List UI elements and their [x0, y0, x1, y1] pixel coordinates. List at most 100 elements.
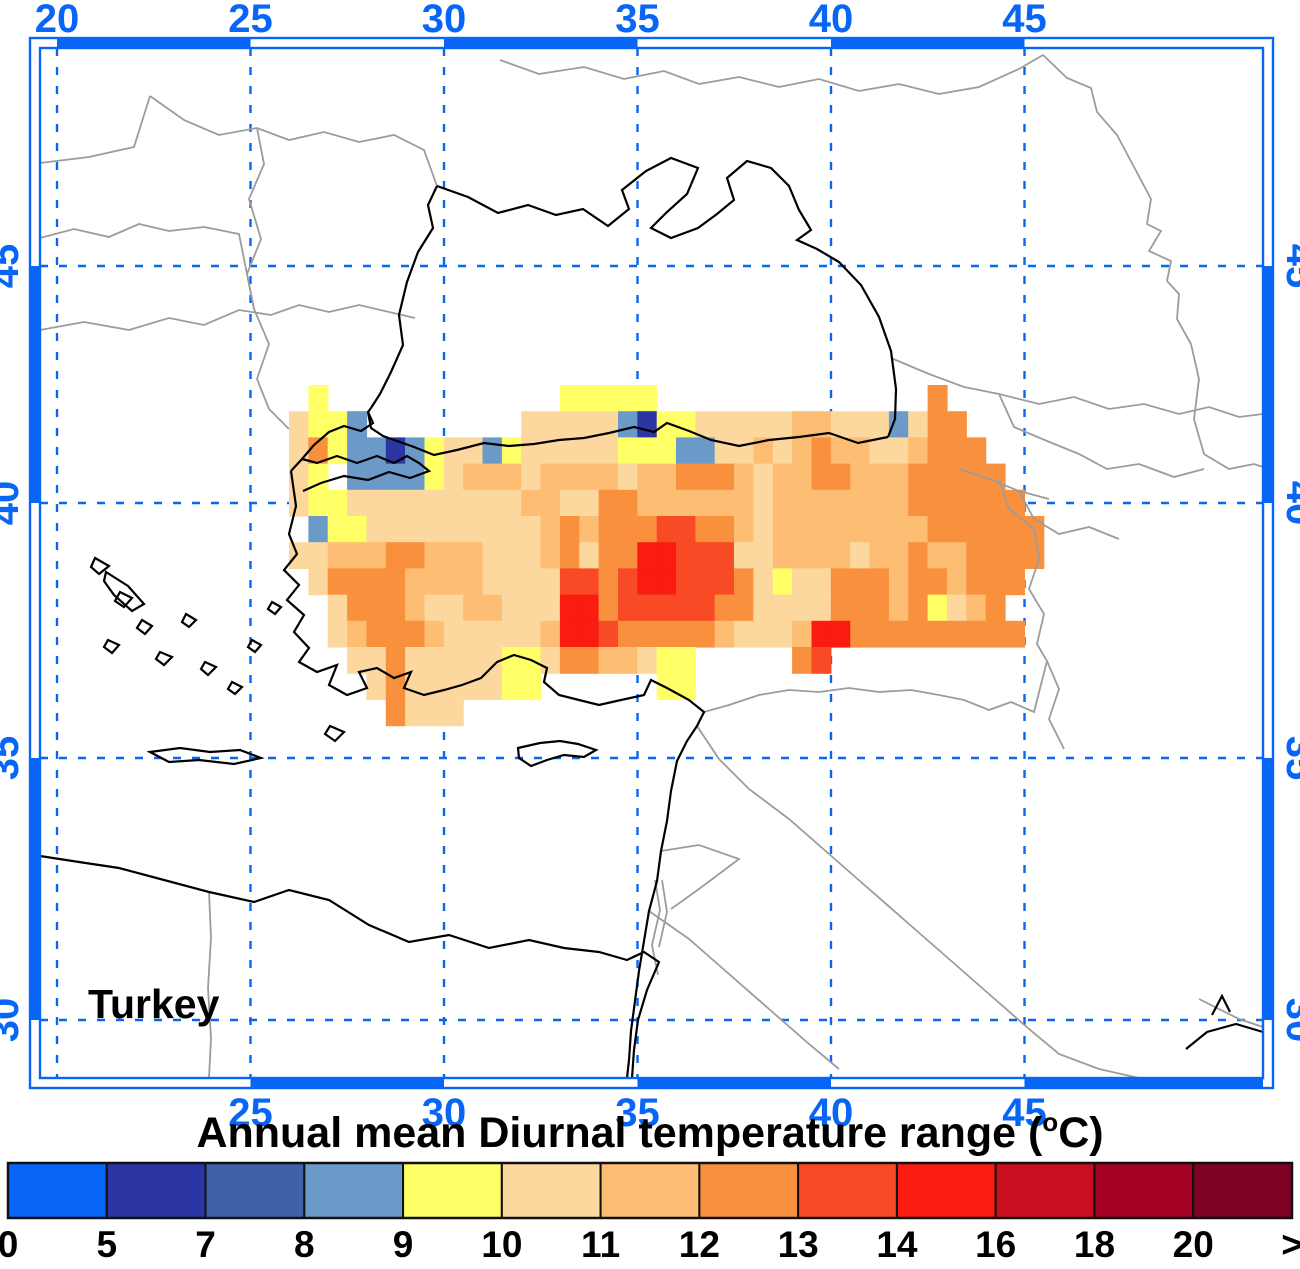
- heat-cell: [463, 489, 484, 517]
- heat-cell: [888, 620, 909, 648]
- heat-cell: [772, 594, 793, 622]
- heat-cell: [405, 647, 426, 674]
- heat-cell: [579, 463, 600, 491]
- border-balkans-2: [149, 95, 438, 187]
- region-label: Turkey: [88, 981, 220, 1027]
- heat-cell: [366, 594, 387, 622]
- chart-title-degree-symbol: o: [1042, 1107, 1058, 1137]
- tick-label-top: 45: [1002, 0, 1047, 41]
- heat-cell: [618, 594, 638, 622]
- colorbar-boundary-label: 10: [481, 1224, 522, 1265]
- heat-cell: [463, 568, 484, 596]
- colorbar-boundary-label: 12: [679, 1224, 720, 1265]
- heat-cell: [308, 489, 329, 517]
- frame-tick-bar-bottom: [637, 1078, 831, 1088]
- heat-cell: [618, 620, 638, 648]
- heat-cell: [714, 411, 735, 438]
- heat-cell: [985, 620, 1006, 648]
- colorbar-cell: [599, 1162, 701, 1219]
- heat-cell: [869, 620, 890, 648]
- heat-cell: [424, 542, 445, 569]
- heat-cell: [405, 568, 426, 596]
- heat-cell: [908, 463, 929, 491]
- tick-label-bottom: 25: [228, 1091, 273, 1135]
- heat-cell: [1005, 568, 1025, 596]
- border-armenia: [958, 468, 1120, 540]
- colorbar-boundary-label: 0: [0, 1224, 18, 1265]
- heat-cell: [463, 647, 484, 674]
- colorbar-cell: [994, 1162, 1096, 1219]
- heat-cell: [753, 411, 774, 438]
- heat-cell: [850, 594, 871, 622]
- heat-cell: [347, 594, 368, 622]
- heat-cell: [598, 542, 619, 569]
- heat-cell: [734, 437, 754, 465]
- frame-tick-bar-right: [1263, 758, 1273, 1020]
- border-levant-1: [696, 725, 1140, 1079]
- heat-cell: [908, 620, 929, 648]
- heat-cell: [308, 516, 329, 543]
- colorbar-cell: [402, 1162, 503, 1219]
- heat-cell: [714, 489, 735, 517]
- coast-gulf-corner: [1185, 993, 1264, 1050]
- heat-cell: [850, 411, 871, 438]
- heat-cell: [946, 437, 967, 465]
- heat-cell: [792, 620, 813, 648]
- heat-cell: [327, 594, 348, 622]
- heat-cell: [385, 699, 406, 727]
- heat-cell: [598, 620, 619, 648]
- heat-cell: [618, 647, 638, 674]
- heat-cell: [637, 620, 658, 648]
- heat-cell: [869, 489, 890, 517]
- frame-tick-bar-top: [444, 38, 638, 48]
- heat-cell: [946, 568, 967, 596]
- coast-turkey-north: [366, 407, 889, 457]
- heat-cell: [695, 516, 716, 543]
- heat-cell: [927, 620, 948, 648]
- heat-cell: [714, 594, 735, 622]
- heat-cell: [734, 594, 754, 622]
- heat-cell: [676, 542, 696, 569]
- heat-cell: [695, 437, 716, 465]
- heat-cell: [985, 489, 1006, 517]
- heat-cell: [695, 594, 716, 622]
- heat-cell: [772, 568, 793, 596]
- heat-cell: [734, 542, 754, 569]
- chart-title: Annual mean Diurnal temperature range (o…: [196, 1107, 1103, 1157]
- heat-cell: [424, 437, 445, 465]
- heat-cell: [850, 568, 871, 596]
- heat-cell: [888, 568, 909, 596]
- heat-cell: [424, 699, 445, 727]
- heat-cell: [385, 594, 406, 622]
- heat-cell: [559, 489, 580, 517]
- heat-cell: [811, 463, 832, 491]
- heat-cell: [714, 620, 735, 648]
- heat-cell: [366, 437, 387, 465]
- heat-cell: [308, 385, 329, 412]
- heat-cell: [501, 542, 522, 569]
- heat-cell: [637, 489, 658, 517]
- border-balkans-1: [39, 304, 416, 331]
- heat-cell: [714, 463, 735, 491]
- colorbar-boundary-label: 9: [393, 1224, 414, 1265]
- heat-cell: [811, 411, 832, 438]
- colorbar-cell: [500, 1162, 602, 1219]
- coast-marmara: [290, 411, 432, 493]
- heat-cell: [521, 411, 542, 438]
- heat-cell: [598, 647, 619, 674]
- heat-cell: [424, 568, 445, 596]
- heat-cell: [579, 411, 600, 438]
- heat-cell: [424, 594, 445, 622]
- heat-cell: [656, 542, 677, 569]
- heat-cell: [908, 437, 929, 465]
- colorbar-boundary-label: 5: [96, 1224, 117, 1265]
- heat-cell: [405, 594, 426, 622]
- heat-cell: [385, 647, 406, 674]
- heat-cell: [366, 647, 387, 674]
- heat-cell: [656, 516, 677, 543]
- heat-cell: [463, 437, 484, 465]
- heat-cell: [888, 437, 909, 465]
- heat-cell: [618, 437, 638, 465]
- tick-label-top: 40: [809, 0, 854, 41]
- tick-label-bottom: 45: [1002, 1091, 1047, 1135]
